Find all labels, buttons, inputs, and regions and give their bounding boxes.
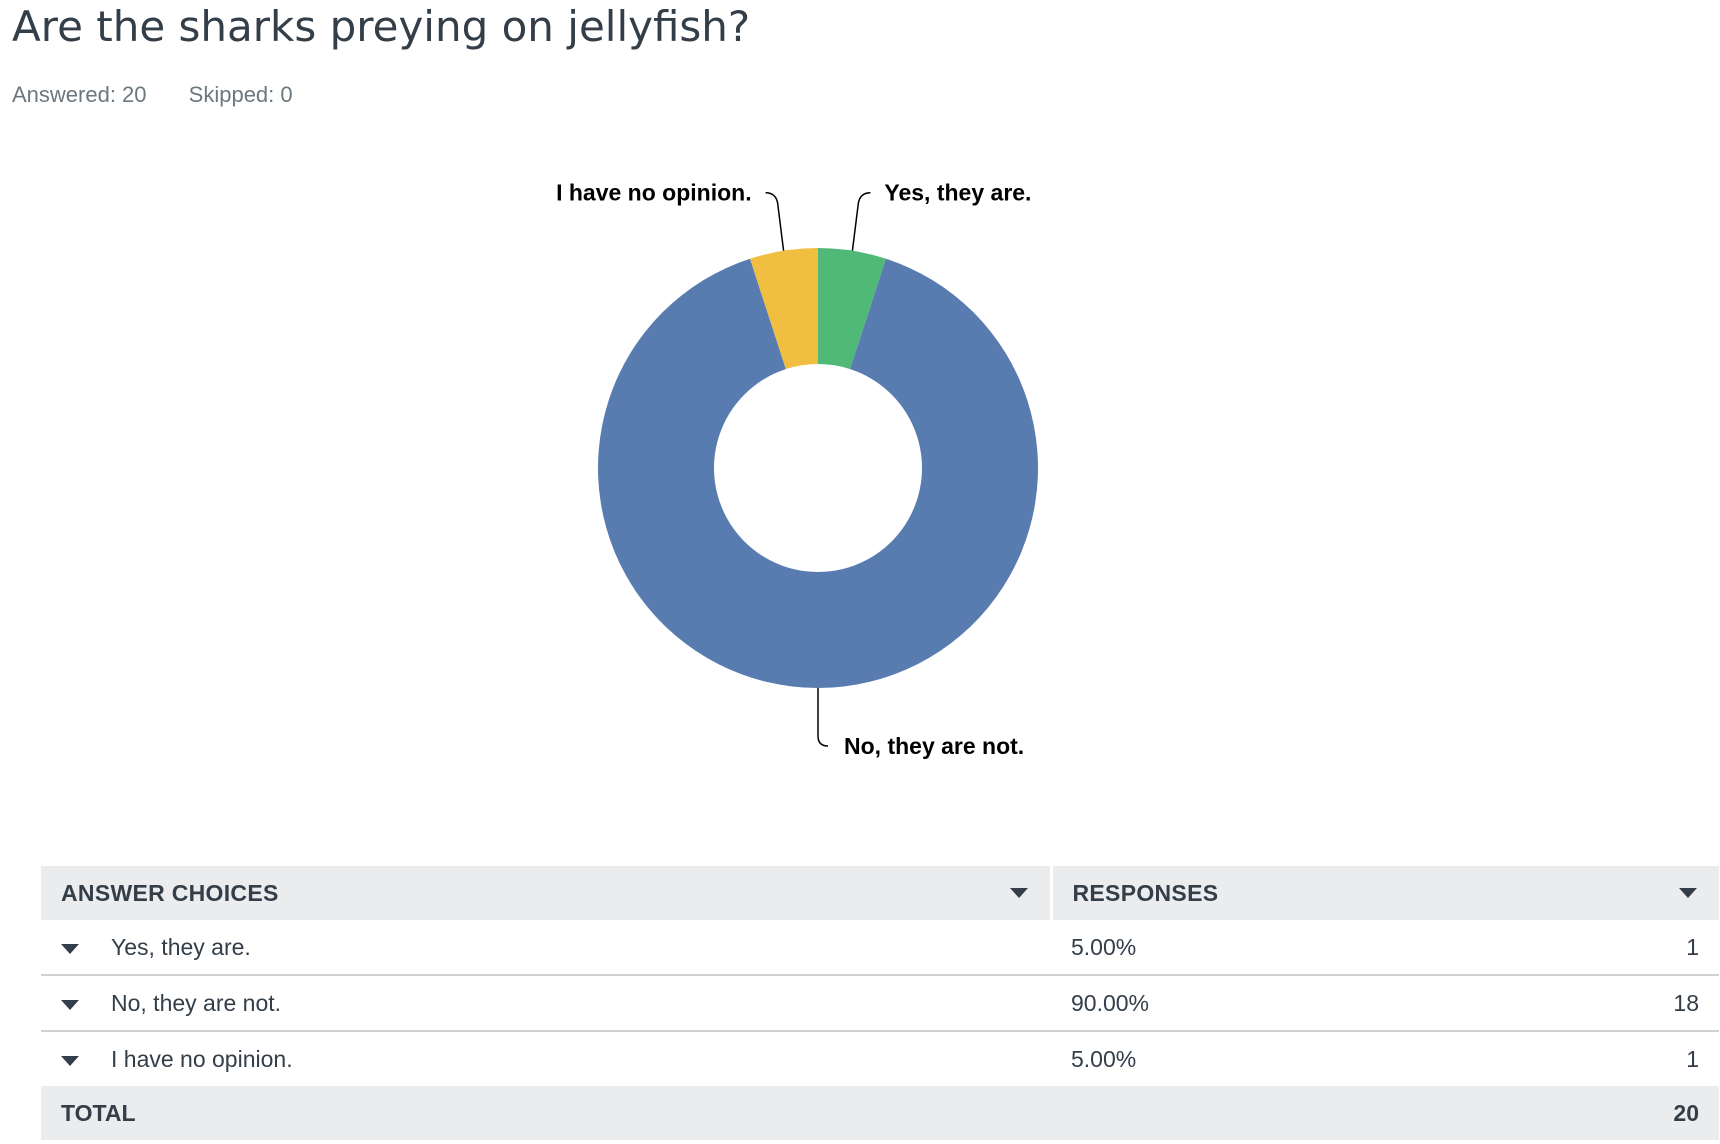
response-count: 1 xyxy=(1686,933,1699,960)
table-row: Yes, they are. 5.00% 1 xyxy=(41,920,1719,976)
total-label: TOTAL xyxy=(41,1086,1051,1140)
response-percent: 90.00% xyxy=(1071,989,1150,1016)
donut-chart: Yes, they are. No, they are not. I have no… xyxy=(556,180,1038,759)
table-row: No, they are not. 90.00% 18 xyxy=(41,975,1719,1032)
answer-choice-text: No, they are not. xyxy=(111,989,282,1016)
slice-label-i-have-no-opinion: I have no opinion. xyxy=(556,180,752,206)
donut-slice-i-have-no-opinion[interactable] xyxy=(750,248,818,370)
answer-choice-cell: Yes, they are. xyxy=(41,920,1051,976)
answer-choice-cell: I have no opinion. xyxy=(41,1031,1051,1086)
total-row: TOTAL 20 xyxy=(41,1086,1719,1140)
leader-line-no-they-are-not xyxy=(817,688,829,747)
responses-header-label: RESPONSES xyxy=(1072,879,1219,906)
slice-label-no-they-are-not: No, they are not. xyxy=(844,733,1024,759)
sort-caret-down-icon[interactable] xyxy=(1679,888,1697,898)
response-cell: 90.00% 18 xyxy=(1051,975,1719,1032)
response-cell: 5.00% 1 xyxy=(1051,1031,1719,1086)
table-header-row: ANSWER CHOICES RESPONSES xyxy=(41,866,1719,920)
slice-label-yes-they-are: Yes, they are. xyxy=(884,180,1031,206)
results-table: ANSWER CHOICES RESPONSES Yes, they are. … xyxy=(41,866,1719,1140)
response-cell: 5.00% 1 xyxy=(1051,920,1719,976)
response-percent: 5.00% xyxy=(1071,933,1137,960)
expand-caret-icon[interactable] xyxy=(61,944,79,954)
leader-line-yes-they-are xyxy=(851,191,871,251)
total-count: 20 xyxy=(1051,1086,1719,1140)
leader-line-i-have-no-opinion xyxy=(765,191,785,251)
response-percent: 5.00% xyxy=(1071,1045,1137,1072)
question-title: Are the sharks preying on jellyfish? xyxy=(12,2,751,51)
response-count: 18 xyxy=(1673,989,1699,1016)
sort-caret-down-icon[interactable] xyxy=(1009,888,1028,898)
response-count: 1 xyxy=(1686,1045,1699,1072)
answer-choices-header[interactable]: ANSWER CHOICES xyxy=(41,866,1053,920)
response-stats: Answered: 20 Skipped: 0 xyxy=(12,80,293,110)
table-row: I have no opinion. 5.00% 1 xyxy=(41,1031,1719,1086)
expand-caret-icon[interactable] xyxy=(61,1000,79,1010)
answered-count: Answered: 20 xyxy=(12,82,147,107)
answer-choice-text: I have no opinion. xyxy=(111,1045,293,1072)
answer-choices-header-label: ANSWER CHOICES xyxy=(61,879,279,906)
answer-choice-text: Yes, they are. xyxy=(111,933,251,960)
donut-slice-yes-they-are[interactable] xyxy=(818,248,886,370)
skipped-count: Skipped: 0 xyxy=(188,82,293,107)
donut-slice-no-they-are-not[interactable] xyxy=(597,258,1038,688)
responses-header[interactable]: RESPONSES xyxy=(1051,866,1719,920)
expand-caret-icon[interactable] xyxy=(61,1056,79,1066)
answer-choice-cell: No, they are not. xyxy=(41,975,1051,1032)
